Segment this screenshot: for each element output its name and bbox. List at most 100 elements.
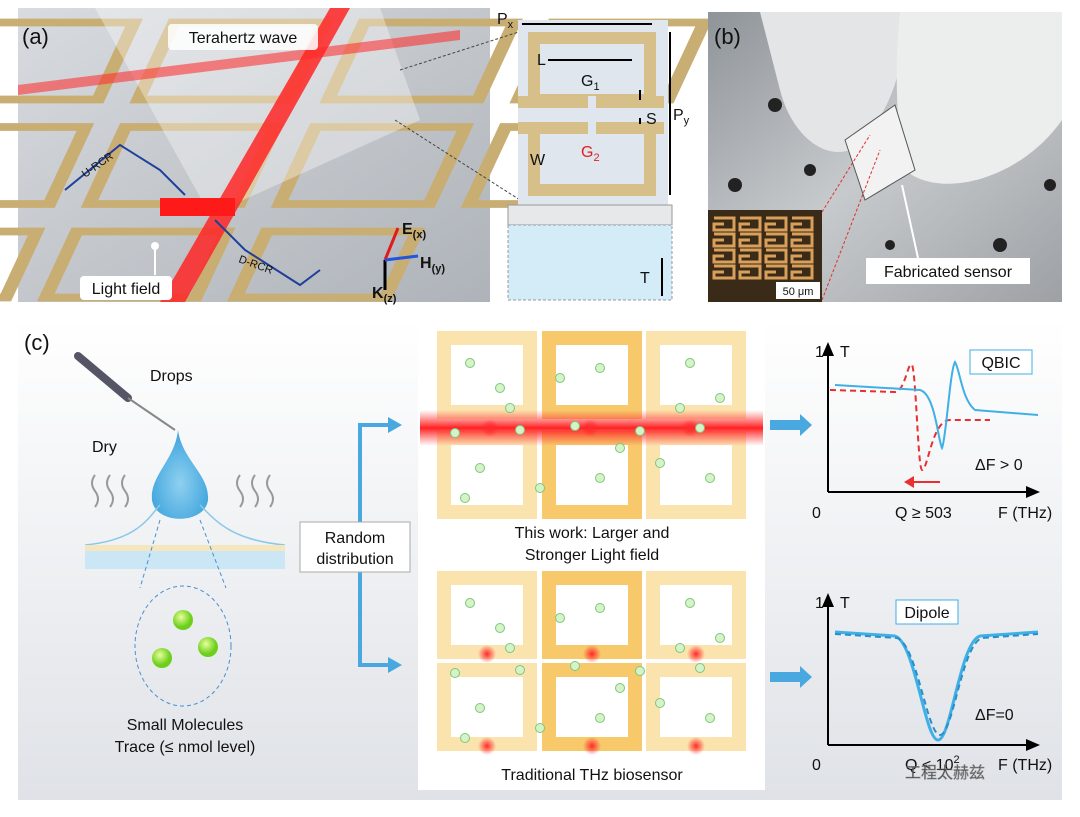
molecule <box>505 403 515 413</box>
svg-text:G2: G2 <box>581 144 600 164</box>
hotspot <box>681 419 699 437</box>
mode-label: Dipole <box>904 605 949 622</box>
axis-origin: 0 <box>812 757 821 774</box>
q-label: Q ≥ 503 <box>895 505 952 522</box>
axis-label: T <box>840 344 850 361</box>
array-caption: Traditional THz biosensor <box>501 767 683 784</box>
dim-label: T <box>640 270 650 287</box>
svg-text:H(y): H(y) <box>420 255 445 275</box>
array-caption: Stronger Light field <box>525 547 659 564</box>
label-box <box>866 258 1030 284</box>
micro-ring <box>764 264 788 280</box>
molecule <box>535 483 545 493</box>
wave-cone <box>95 8 420 215</box>
distribution-label: distribution <box>316 551 393 568</box>
q-label: Q < 10 <box>905 757 954 774</box>
molecule <box>595 713 605 723</box>
panel-label: (c) <box>24 330 50 355</box>
molecule <box>570 661 580 671</box>
hotspot <box>160 198 235 216</box>
axis-subscript: (z) <box>384 293 397 305</box>
hotspot <box>478 645 496 663</box>
molecule <box>495 623 505 633</box>
molecule <box>695 663 705 673</box>
molecule <box>695 423 705 433</box>
molecule <box>675 403 685 413</box>
micro-ring <box>712 264 736 280</box>
mode-box <box>969 349 1033 375</box>
glove <box>760 12 903 152</box>
molecule <box>465 358 475 368</box>
micro-ring <box>738 248 762 264</box>
dim-letter: P <box>673 107 684 124</box>
current-loop <box>214 219 321 287</box>
unit-cell: Px L G1 G2 S W Py T <box>394 11 690 301</box>
hotspot <box>687 645 705 663</box>
axis-max: 1 <box>815 344 824 361</box>
dim-letter: P <box>497 11 508 28</box>
molecule <box>595 473 605 483</box>
step-label: Drops <box>150 368 193 385</box>
scale-bar-label: 50 μm <box>783 286 814 298</box>
shift-label: ΔF=0 <box>975 707 1014 724</box>
axis-letter: E <box>402 221 413 238</box>
array-caption: This work: Larger and <box>515 525 670 542</box>
panel-b: (b) 50 μm Fabricated sensor <box>708 12 1062 302</box>
droplet <box>151 430 209 519</box>
micro-ring <box>738 232 762 248</box>
micro-ring <box>738 216 762 232</box>
mode-box <box>895 599 959 625</box>
molecule <box>515 665 525 675</box>
watermark: 工程太赫兹 <box>905 764 985 782</box>
light-field-label: Light field <box>92 281 161 298</box>
label-box <box>80 276 172 300</box>
micro-ring <box>712 216 736 232</box>
molecule <box>705 473 715 483</box>
svg-text:K(z): K(z) <box>372 285 397 305</box>
panel-c: (c) Drops Dry Small Molecules Trace (≤ n… <box>18 318 1062 800</box>
molecule <box>555 613 565 623</box>
molecule <box>535 723 545 733</box>
axis-max: 1 <box>815 595 824 612</box>
qbic-plot <box>822 342 1040 498</box>
molecule <box>685 598 695 608</box>
molecule <box>615 683 625 693</box>
molecule <box>495 383 505 393</box>
red-beam <box>160 8 350 302</box>
molecule <box>635 666 645 676</box>
micro-ring <box>790 232 814 248</box>
micro-ring <box>712 232 736 248</box>
molecule <box>705 713 715 723</box>
analyte-label: Trace (≤ nmol level) <box>115 739 256 756</box>
dim-letter: G <box>581 144 593 161</box>
svg-text:E(x): E(x) <box>402 221 426 241</box>
micro-ring <box>764 248 788 264</box>
axis-subscript: (x) <box>413 229 427 241</box>
hotspot <box>481 419 499 437</box>
molecule <box>570 421 580 431</box>
red-beam <box>18 30 460 95</box>
molecule <box>450 668 460 678</box>
wave-label: Terahertz wave <box>189 30 298 47</box>
molecule <box>555 373 565 383</box>
molecule <box>460 733 470 743</box>
dim-subscript: y <box>684 115 690 127</box>
micro-ring <box>712 248 736 264</box>
label-box <box>168 24 318 50</box>
micro-ring <box>764 216 788 232</box>
axis-label: F (THz) <box>998 505 1052 522</box>
micro-ring <box>790 264 814 280</box>
molecule <box>505 643 515 653</box>
dim-label: W <box>530 152 546 169</box>
dim-subscript: 1 <box>593 81 599 93</box>
molecule <box>615 443 625 453</box>
axis-label: F (THz) <box>998 757 1052 774</box>
axis-letter: K <box>372 285 384 302</box>
distribution-label: Random <box>325 530 385 547</box>
dipole-plot <box>822 593 1040 751</box>
dim-subscript: 2 <box>593 152 599 164</box>
molecule <box>685 358 695 368</box>
micro-ring <box>790 216 814 232</box>
molecule <box>475 703 485 713</box>
axis-subscript: (y) <box>432 263 446 275</box>
